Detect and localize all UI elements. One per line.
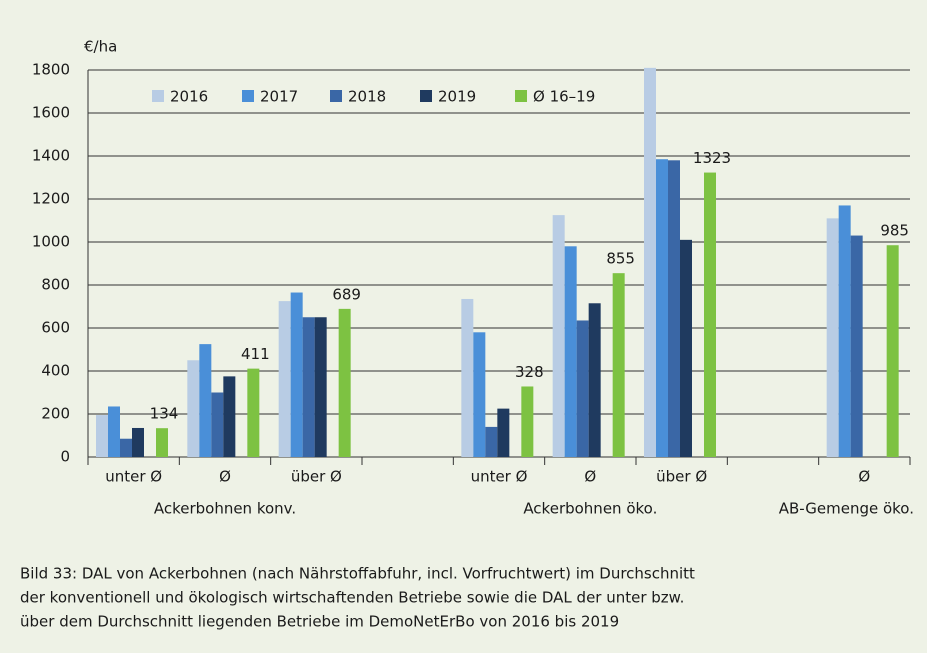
bar xyxy=(668,160,680,458)
legend-swatch xyxy=(152,90,164,102)
legend-label: Ø 16–19 xyxy=(533,88,595,106)
y-tick-label: 0 xyxy=(60,448,70,466)
bar xyxy=(521,386,534,457)
x-tick-label: über Ø xyxy=(656,468,707,486)
data-label: 411 xyxy=(241,345,270,363)
legend-swatch xyxy=(420,90,432,102)
bar xyxy=(156,428,168,457)
caption: der konventionell und ökologisch wirtsch… xyxy=(20,589,684,607)
legend-label: 2016 xyxy=(170,88,208,106)
group-label: Ackerbohnen konv. xyxy=(154,500,296,518)
caption: über dem Durchschnitt liegenden Betriebe… xyxy=(20,613,619,631)
bar xyxy=(461,298,474,457)
bar xyxy=(704,172,716,457)
legend-label: 2018 xyxy=(348,88,386,106)
legend-swatch xyxy=(330,90,342,102)
bar xyxy=(96,415,108,457)
bar xyxy=(247,368,260,457)
data-label: 134 xyxy=(150,405,179,423)
legend-swatch xyxy=(242,90,254,102)
bar xyxy=(338,308,351,457)
bar xyxy=(473,332,486,457)
bar xyxy=(644,67,656,457)
bar xyxy=(886,245,899,457)
y-tick-label: 1400 xyxy=(32,147,70,165)
bar xyxy=(564,246,577,457)
x-tick-label: Ø xyxy=(219,468,231,486)
bar xyxy=(187,360,200,457)
caption: Bild 33: DAL von Ackerbohnen (nach Nährs… xyxy=(20,565,695,583)
legend-swatch xyxy=(515,90,527,102)
legend-label: 2019 xyxy=(438,88,476,106)
group-label: Ackerbohnen öko. xyxy=(523,500,657,518)
y-tick-label: 400 xyxy=(41,362,70,380)
bar xyxy=(552,215,565,457)
bar xyxy=(680,239,692,457)
bar xyxy=(497,408,510,457)
bar xyxy=(290,292,303,457)
bar xyxy=(199,344,212,457)
y-tick-label: 1200 xyxy=(32,190,70,208)
y-tick-label: 1800 xyxy=(32,61,70,79)
bar xyxy=(485,426,498,457)
y-tick-label: 200 xyxy=(41,405,70,423)
x-tick-label: Ø xyxy=(858,468,870,486)
bar xyxy=(278,301,291,457)
data-label: 985 xyxy=(880,222,909,240)
data-label: 855 xyxy=(606,250,635,268)
x-tick-label: über Ø xyxy=(291,468,342,486)
bar xyxy=(108,406,120,457)
legend-label: 2017 xyxy=(260,88,298,106)
bar xyxy=(838,205,851,457)
bar xyxy=(612,273,625,457)
bar xyxy=(850,235,863,457)
bar xyxy=(302,317,315,457)
x-tick-label: unter Ø xyxy=(471,468,528,486)
y-tick-label: 1000 xyxy=(32,233,70,251)
x-tick-label: unter Ø xyxy=(105,468,162,486)
y-tick-label: 800 xyxy=(41,276,70,294)
data-label: 328 xyxy=(515,363,544,381)
bar xyxy=(223,376,236,457)
bar xyxy=(588,303,601,457)
data-label: 1323 xyxy=(693,149,731,167)
bar xyxy=(656,159,668,457)
bar xyxy=(132,427,144,457)
group-label: AB-Gemenge öko. xyxy=(779,500,914,518)
bar xyxy=(120,438,132,457)
y-tick-label: 600 xyxy=(41,319,70,337)
bar xyxy=(576,320,589,457)
bar xyxy=(314,317,327,457)
y-tick-label: 1600 xyxy=(32,104,70,122)
data-label: 689 xyxy=(332,285,361,303)
bar xyxy=(826,218,839,457)
x-tick-label: Ø xyxy=(584,468,596,486)
y-axis-label: €/ha xyxy=(84,38,117,56)
bar xyxy=(211,392,224,457)
